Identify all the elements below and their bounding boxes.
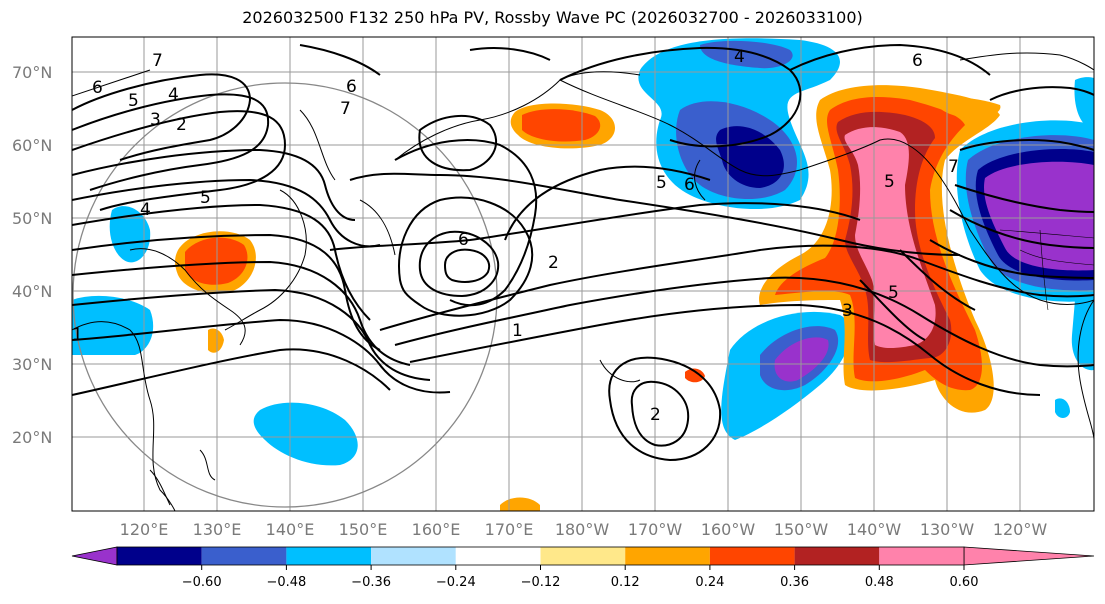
colorbar-tick-label: −0.12 [521, 575, 561, 590]
contour-label: 6 [92, 78, 103, 98]
coastlines [72, 52, 1094, 511]
negative-anomaly-shading [72, 38, 1094, 466]
map-title: 2026032500 F132 250 hPa PV, Rossby Wave … [242, 8, 863, 27]
contour-label: 6 [912, 51, 923, 71]
lon-label: 130°E [193, 520, 242, 539]
lon-label: 150°W [774, 520, 829, 539]
borders [999, 229, 1094, 311]
lat-label: 20°N [12, 428, 52, 447]
contour-label: 2 [650, 405, 661, 425]
colorbar-segment [201, 547, 287, 565]
lon-label: 140°E [266, 520, 315, 539]
lon-label: 170°W [628, 520, 683, 539]
contour-label: 5 [656, 173, 667, 193]
contour-label: 7 [152, 51, 163, 71]
lat-label: 50°N [12, 209, 52, 228]
contour-label: 4 [140, 200, 151, 220]
contour-labels: 6 5 4 3 2 7 6 5 4 7 6 2 1 2 5 6 3 4 5 6 [72, 47, 959, 425]
pv-contours [72, 43, 1094, 462]
lat-label: 70°N [12, 63, 52, 82]
colorbar-tick-label: 0.12 [611, 575, 640, 590]
colorbar-tick-label: 0.24 [695, 575, 724, 590]
colorbar-extend-min [71, 546, 118, 566]
longitude-axis: 120°E 130°E 140°E 150°E 160°E 170°E 180°… [120, 520, 1048, 539]
contour-label: 5 [200, 188, 211, 208]
colorbar: −0.60 −0.48 −0.36 −0.24 −0.12 0.12 0.24 … [71, 546, 1095, 590]
lon-label: 160°E [412, 520, 461, 539]
map-frame [71, 36, 1095, 512]
contour-label: 2 [176, 115, 187, 135]
colorbar-segment [540, 547, 626, 565]
lat-label: 40°N [12, 282, 52, 301]
contour-label: 1 [512, 321, 523, 341]
colorbar-extend-max [963, 546, 1095, 566]
contour-label: 5 [128, 91, 139, 111]
lon-label: 150°E [339, 520, 388, 539]
colorbar-tick-label: 0.48 [865, 575, 894, 590]
contour-label: 5 [884, 172, 895, 192]
lat-label: 30°N [12, 355, 52, 374]
colorbar-tick-label: −0.36 [351, 575, 391, 590]
contour-label: 7 [948, 157, 959, 177]
colorbar-tick-label: −0.48 [266, 575, 306, 590]
contour-label: 4 [734, 47, 745, 67]
lon-label: 170°E [485, 520, 534, 539]
colorbar-tick-label: 0.60 [950, 575, 979, 590]
colorbar-segment [709, 547, 795, 565]
gridlines [72, 37, 1094, 511]
contour-label: 6 [684, 175, 695, 195]
colorbar-tick-label: −0.60 [182, 575, 222, 590]
contour-label: 4 [168, 85, 179, 105]
contour-label: 3 [842, 301, 853, 321]
contour-label: 1 [72, 325, 83, 345]
contour-label: 7 [340, 99, 351, 119]
contour-label: 2 [548, 253, 559, 273]
colorbar-tick-label: −0.24 [436, 575, 476, 590]
lon-label: 140°W [847, 520, 902, 539]
colorbar-segment [794, 547, 880, 565]
reference-circle [72, 82, 498, 508]
latitude-axis: 70°N 60°N 50°N 40°N 30°N 20°N [12, 63, 52, 447]
colorbar-tick-label: 0.36 [780, 575, 809, 590]
contour-label: 3 [150, 110, 161, 130]
colorbar-segment [625, 547, 710, 565]
contour-label: 5 [888, 283, 899, 303]
colorbar-segment [455, 547, 541, 565]
lon-label: 120°E [120, 520, 169, 539]
colorbar-segment [286, 547, 372, 565]
contour-label: 6 [458, 230, 469, 250]
lon-label: 120°W [993, 520, 1048, 539]
colorbar-segment [879, 547, 964, 565]
lon-label: 160°W [701, 520, 756, 539]
lat-label: 60°N [12, 136, 52, 155]
contour-label: 6 [346, 77, 357, 97]
colorbar-segment [117, 547, 202, 565]
lon-label: 130°W [920, 520, 975, 539]
colorbar-segment [371, 547, 456, 565]
lon-label: 180°W [555, 520, 610, 539]
